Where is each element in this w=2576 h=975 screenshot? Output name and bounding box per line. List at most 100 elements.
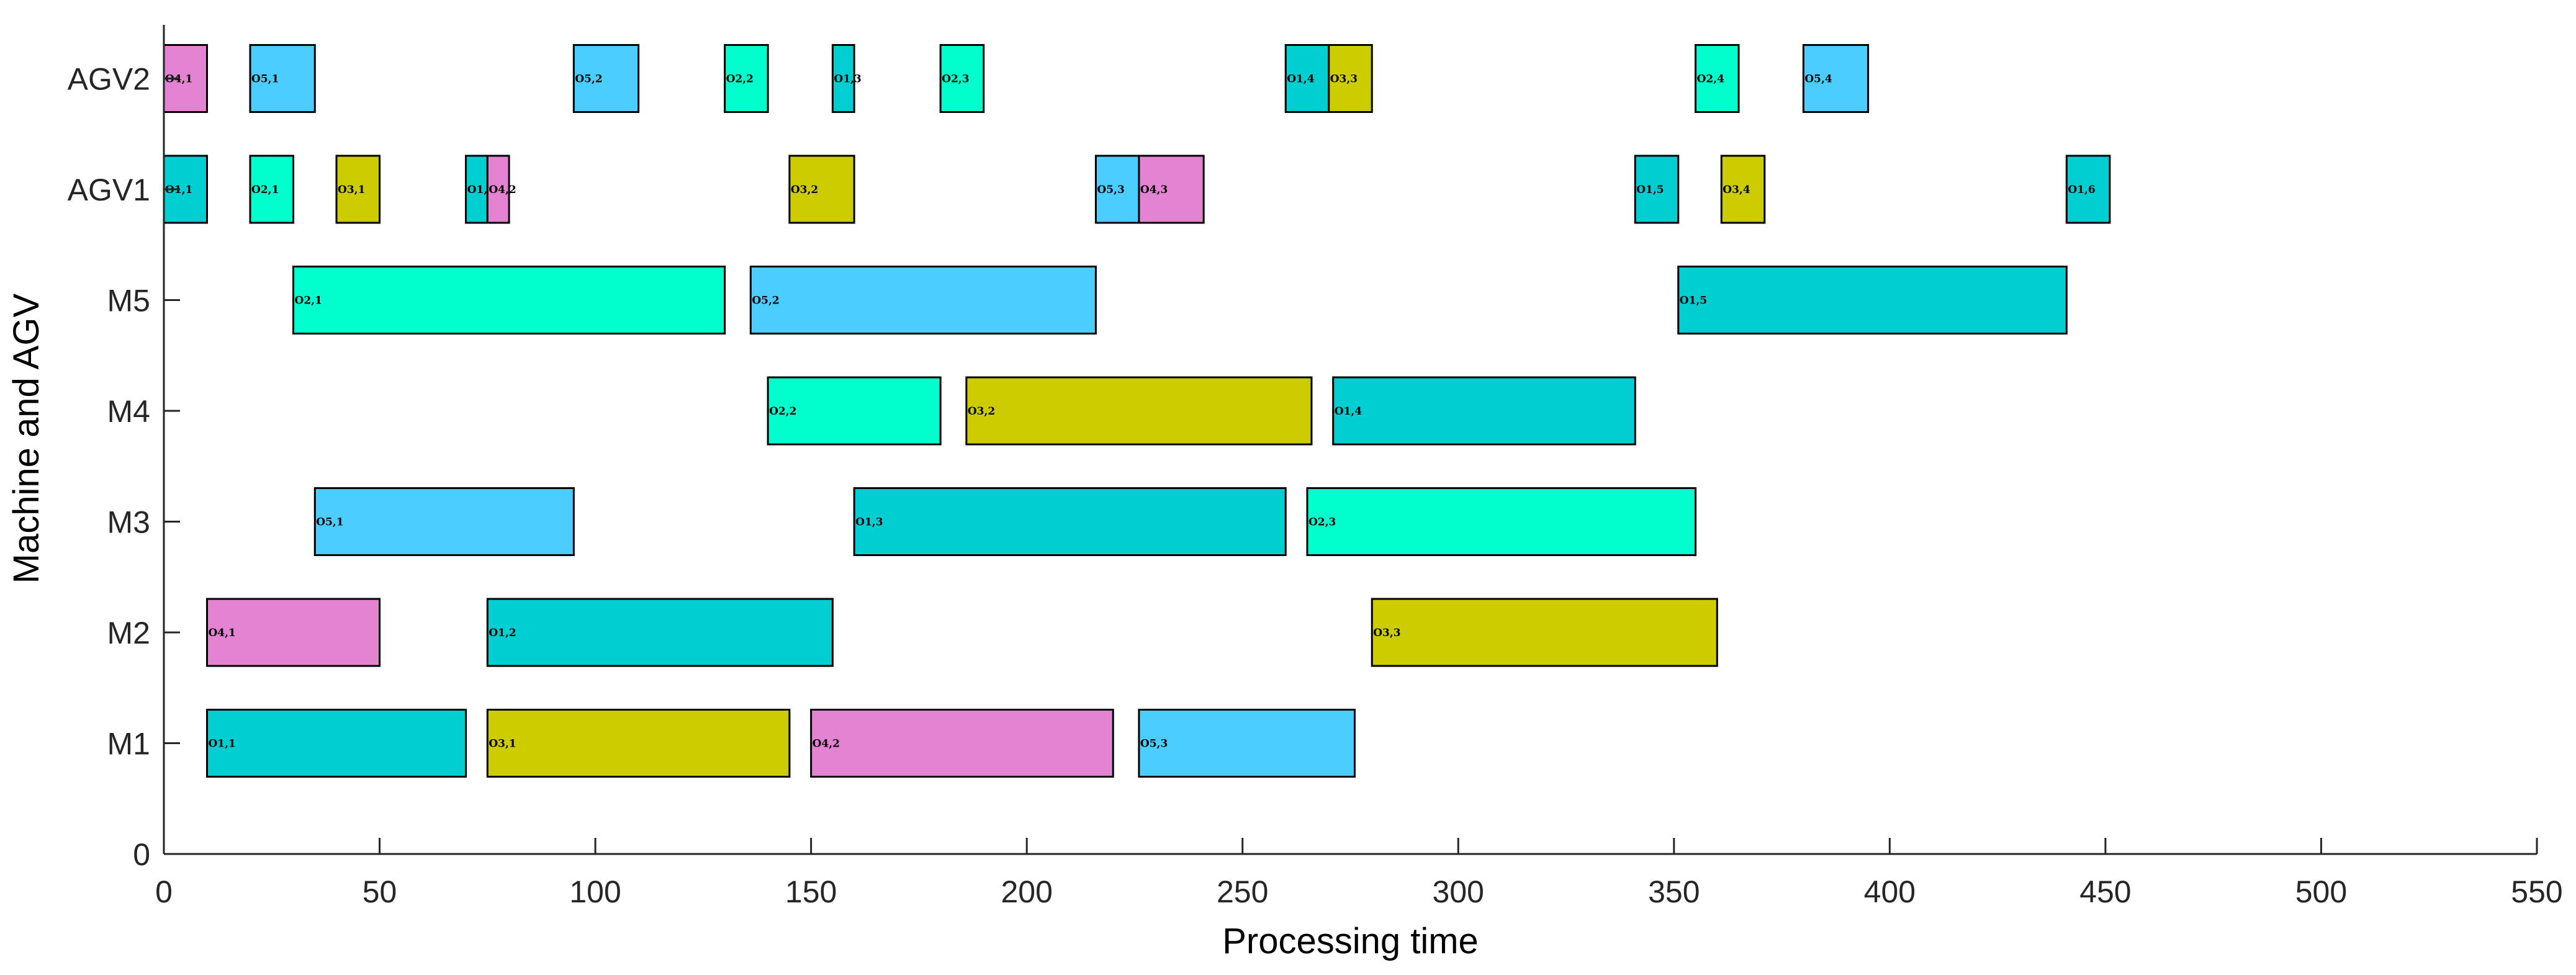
task-bar (465, 155, 489, 224)
y-tick-label: M2 (107, 616, 150, 650)
y-tick-label: AGV2 (68, 62, 150, 97)
task-bar-label: O1,3 (834, 73, 861, 86)
task-bar (335, 155, 381, 224)
task-bar-label: O2,2 (769, 405, 796, 418)
task-bar (313, 487, 575, 556)
task-bar (206, 709, 467, 778)
task-bar (965, 376, 1313, 446)
task-bar (853, 487, 1287, 556)
task-bar-group: O2,4 (1695, 44, 1740, 113)
task-bar-label: O3,1 (338, 184, 365, 196)
task-bar (249, 155, 295, 224)
task-bar-group: O4,2 (486, 155, 516, 224)
task-bar (1284, 44, 1330, 113)
y-axis-ticks: 0 M1 M2 M3 M4 M5 AGV1 AGV2 (68, 62, 180, 872)
task-bar-group: O1,5 (1677, 266, 2068, 335)
y-tick-label: M4 (107, 394, 150, 429)
task-bar (1720, 155, 1766, 224)
task-bar-group: O1,2 (465, 155, 495, 224)
task-bar-label: O2,1 (251, 184, 279, 196)
task-bar-group: O2,3 (939, 44, 985, 113)
task-bar-group: O3,1 (335, 155, 381, 224)
task-bar-label: O3,2 (791, 184, 818, 196)
task-bar (1138, 709, 1356, 778)
x-axis-label: Processing time (1222, 921, 1479, 961)
task-bar (810, 709, 1114, 778)
x-tick-label: 0 (155, 874, 173, 909)
task-bar (749, 266, 1097, 335)
x-tick-label: 250 (1217, 874, 1268, 909)
task-bar-group: O1,4 (1332, 376, 1636, 446)
x-tick-label: 400 (1864, 874, 1916, 909)
task-bar-group: O1,2 (486, 598, 834, 667)
task-bar-group: O3,3 (1328, 44, 1373, 113)
task-bar-group: O1,1 (163, 155, 209, 224)
task-bar (572, 44, 640, 113)
task-bar (486, 155, 510, 224)
task-bar-group: O1,3 (831, 44, 862, 113)
task-bar-group: O3,1 (486, 709, 791, 778)
task-bar-group: O5,2 (749, 266, 1097, 335)
task-bar-label: O5,4 (1804, 73, 1832, 86)
task-bar-label: O3,3 (1330, 73, 1358, 86)
task-bar-label: O3,2 (968, 405, 995, 418)
y-tick-label: M1 (107, 727, 150, 762)
task-bar-group: O5,4 (1802, 44, 1870, 113)
task-bar-group: O2,1 (249, 155, 295, 224)
task-bar-label: O4,2 (813, 738, 840, 750)
task-bar-group: O2,2 (767, 376, 942, 446)
task-bar-label: O1,5 (1636, 184, 1664, 196)
task-bar (1677, 266, 2068, 335)
task-bar (206, 598, 381, 667)
x-tick-label: 100 (569, 874, 621, 909)
task-bar-group: O1,4 (1284, 44, 1330, 113)
x-tick-label: 50 (363, 874, 397, 909)
task-bar (1634, 155, 1680, 224)
task-bar (939, 44, 985, 113)
task-bar-label: O1,6 (2068, 184, 2095, 196)
task-bar-group: O5,2 (572, 44, 640, 113)
task-bar-group: O4,3 (1138, 155, 1205, 224)
task-bar-group: O1,3 (853, 487, 1287, 556)
task-bar-group: O3,2 (788, 155, 855, 224)
task-bar (831, 44, 855, 113)
task-bar-label: O2,4 (1697, 73, 1725, 86)
task-bar (1138, 155, 1205, 224)
x-tick-label: 150 (785, 874, 837, 909)
task-bar-label: O5,2 (752, 295, 779, 307)
task-bar-group: O3,3 (1371, 598, 1718, 667)
task-bar-label: O2,3 (942, 73, 969, 86)
task-bar-group: O5,1 (313, 487, 575, 556)
y-tick-label: M5 (107, 284, 150, 318)
x-tick-label: 500 (2295, 874, 2347, 909)
task-bar-label: O3,3 (1373, 627, 1400, 639)
task-bar-label: O2,3 (1308, 516, 1336, 529)
x-tick-label: 450 (2079, 874, 2131, 909)
task-bar-group: O2,1 (292, 266, 726, 335)
task-bar-label: O1,1 (209, 738, 236, 750)
task-bar (1695, 44, 1740, 113)
x-tick-label: 200 (1001, 874, 1052, 909)
task-bar-group: O3,4 (1720, 155, 1766, 224)
y-tick-label: M3 (107, 505, 150, 540)
task-bar-label: O5,3 (1140, 738, 1168, 750)
y-tick-label: 0 (133, 837, 150, 872)
task-bar (1094, 155, 1140, 224)
task-bar-group: O3,2 (965, 376, 1313, 446)
task-bar-group: O2,2 (724, 44, 769, 113)
task-bar-label: O1,2 (489, 627, 516, 639)
task-bar-group: O4,2 (810, 709, 1114, 778)
task-bar-label: O4,2 (489, 184, 516, 196)
task-bar (292, 266, 726, 335)
task-bar (249, 44, 316, 113)
x-tick-label: 550 (2511, 874, 2562, 909)
task-bar-label: O1,5 (1680, 295, 1707, 307)
x-tick-label: 350 (1648, 874, 1700, 909)
task-bar (486, 598, 834, 667)
task-bar-group: O2,3 (1306, 487, 1697, 556)
task-bar-label: O1,3 (855, 516, 883, 529)
task-bar (1332, 376, 1636, 446)
task-bar-label: O3,4 (1723, 184, 1750, 196)
task-bar (1371, 598, 1718, 667)
